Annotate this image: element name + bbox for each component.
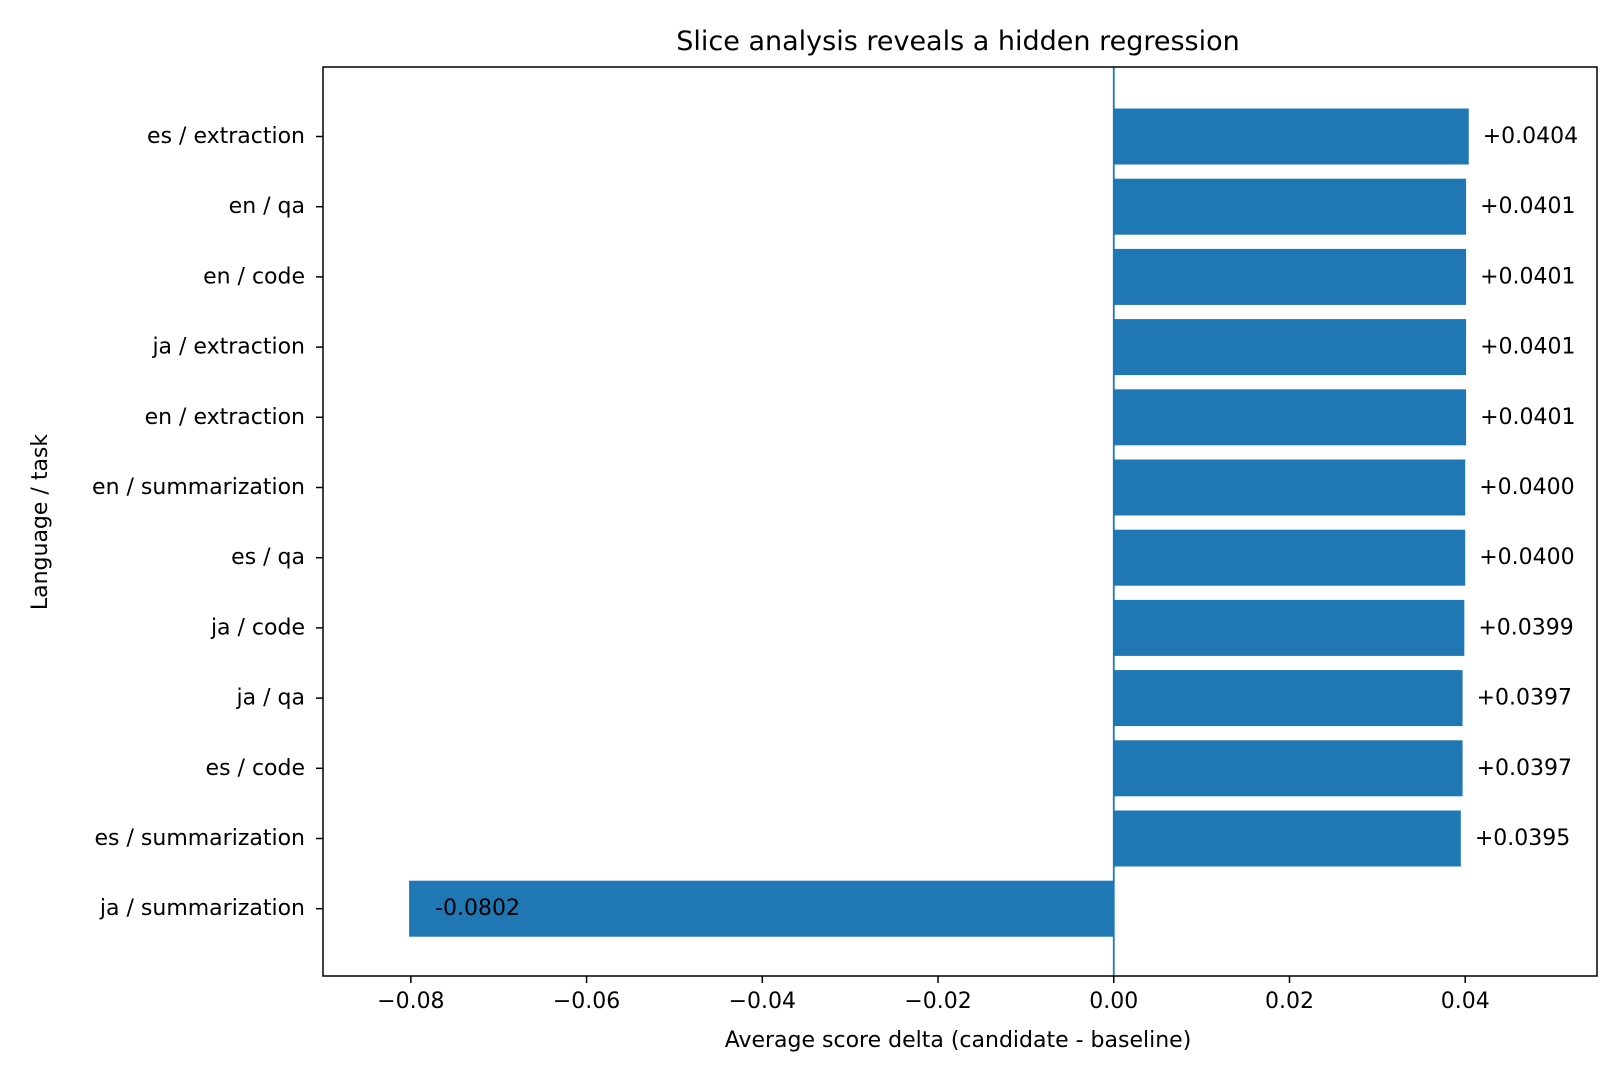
x-tick-label: 0.04 <box>1441 989 1490 1014</box>
data-labels: +0.0404 +0.0401 +0.0401 +0.0401 +0.0401 +0.04… <box>435 124 1578 921</box>
x-tick-label: −0.04 <box>729 989 796 1014</box>
y-axis-label: Language / task <box>28 434 53 611</box>
bar <box>409 880 1114 937</box>
x-tick-label: −0.08 <box>377 989 444 1014</box>
bar <box>1113 529 1466 586</box>
chart-title: Slice analysis reveals a hidden regressi… <box>676 26 1239 57</box>
y-tick-label: en / summarization <box>92 475 305 500</box>
y-tick-label: es / extraction <box>147 124 305 149</box>
bar-value-label: +0.0395 <box>1475 826 1570 851</box>
bar <box>1113 178 1467 235</box>
y-tick-label: ja / code <box>210 615 305 640</box>
bar <box>1113 248 1467 305</box>
bar <box>1113 670 1463 727</box>
y-tick-label: ja / summarization <box>99 896 305 921</box>
bar-value-label: +0.0399 <box>1478 615 1573 640</box>
bar <box>1113 108 1469 165</box>
x-axis-label: Average score delta (candidate - baselin… <box>725 1028 1192 1053</box>
bar-value-label: +0.0404 <box>1483 124 1578 149</box>
y-tick-label: ja / extraction <box>151 335 305 360</box>
x-tick-label: −0.02 <box>904 989 971 1014</box>
bar <box>1113 810 1461 867</box>
bar <box>1113 319 1467 376</box>
bar-value-label: +0.0397 <box>1477 686 1572 711</box>
y-tick-label: es / qa <box>231 545 305 570</box>
x-axis-ticks: −0.08 −0.06 −0.04 −0.02 0.00 0.02 0.04 <box>377 976 1490 1014</box>
y-tick-label: es / code <box>206 756 305 781</box>
plot-frame <box>322 66 1598 977</box>
bar-value-label: +0.0400 <box>1479 475 1574 500</box>
y-tick-label: es / summarization <box>95 826 305 851</box>
bars-layer <box>409 108 1469 937</box>
y-tick-label: en / qa <box>229 194 305 219</box>
y-tick-label: en / code <box>203 264 305 289</box>
bar-value-label: -0.0802 <box>435 896 520 921</box>
bar <box>1113 599 1465 656</box>
bar <box>1113 459 1466 516</box>
bar-value-label: +0.0401 <box>1480 335 1575 360</box>
bar <box>1113 389 1467 446</box>
bar <box>1113 740 1463 797</box>
bar-value-label: +0.0400 <box>1479 545 1574 570</box>
bar-value-label: +0.0397 <box>1477 756 1572 781</box>
y-tick-label: en / extraction <box>145 405 305 430</box>
y-tick-label: ja / qa <box>236 686 305 711</box>
y-axis-ticks: es / extraction en / qa en / code ja / extr… <box>92 124 323 921</box>
x-tick-label: −0.06 <box>553 989 620 1014</box>
x-tick-label: 0.02 <box>1265 989 1314 1014</box>
x-tick-label: 0.00 <box>1089 989 1138 1014</box>
bar-value-label: +0.0401 <box>1480 405 1575 430</box>
bar-value-label: +0.0401 <box>1480 194 1575 219</box>
bar-value-label: +0.0401 <box>1480 264 1575 289</box>
